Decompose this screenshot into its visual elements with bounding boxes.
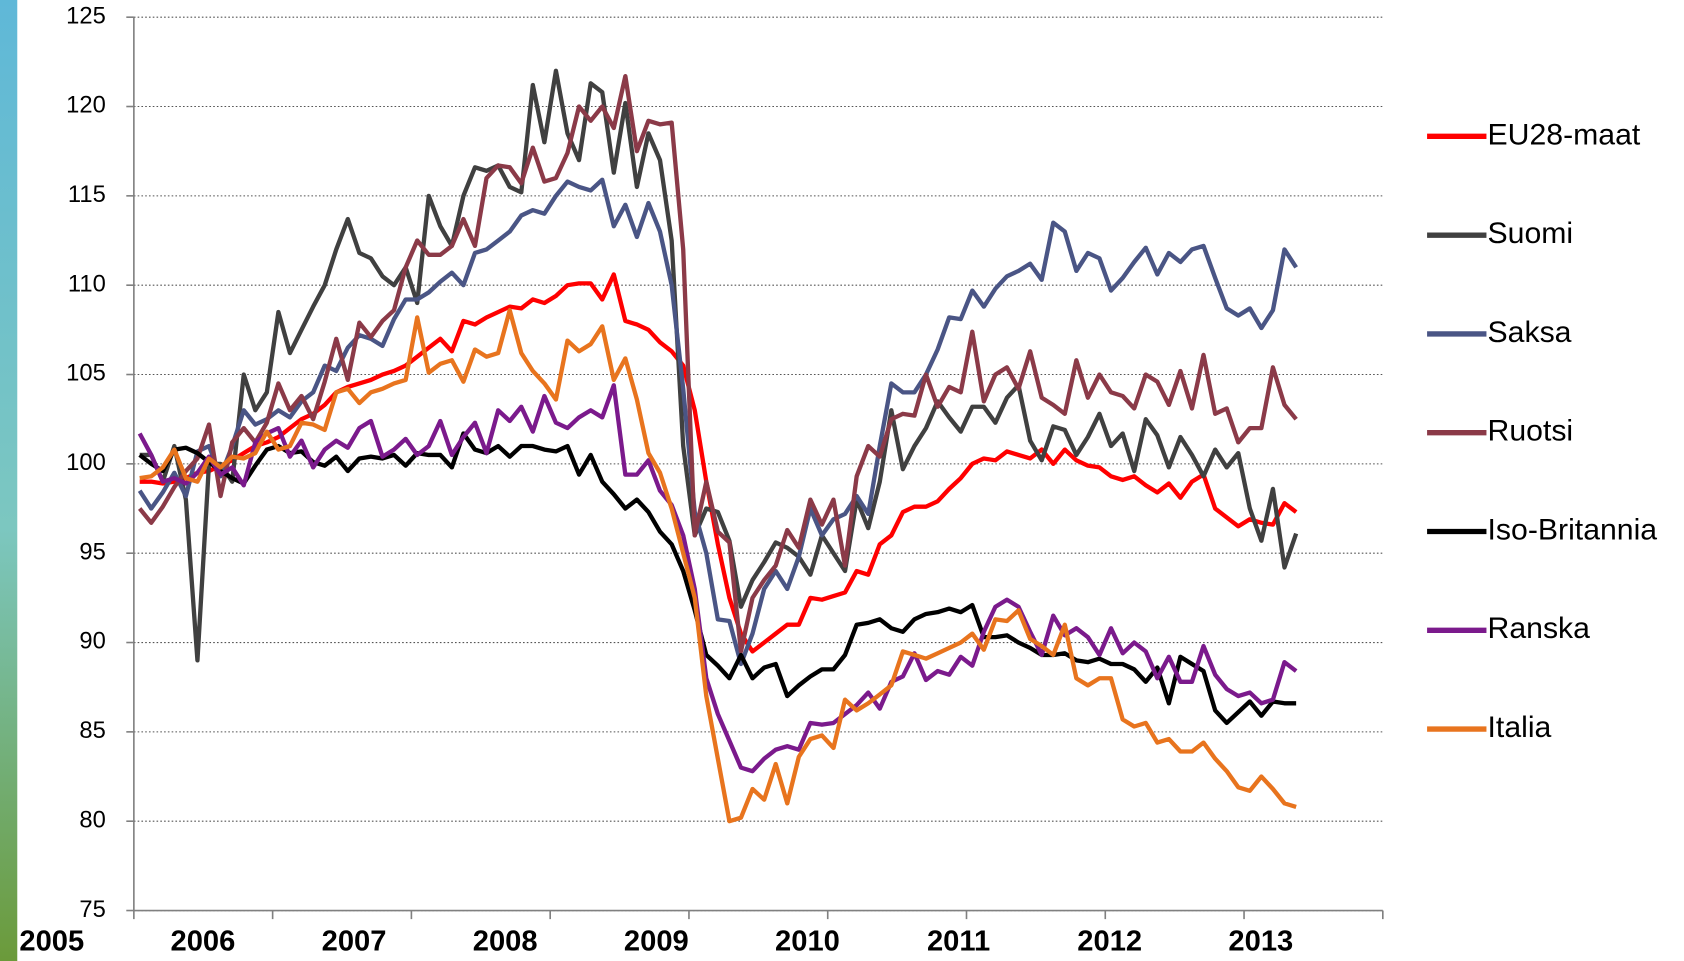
- side-decoration: [0, 0, 17, 961]
- y-tick-label: 120: [66, 93, 106, 119]
- y-tick-label: 80: [79, 807, 105, 833]
- y-tick-label: 85: [79, 718, 105, 744]
- x-tick-label: 2011: [927, 925, 990, 957]
- legend-label: Ranska: [1488, 612, 1591, 645]
- x-tick-label: 2012: [1077, 925, 1142, 957]
- series-line: [140, 310, 1296, 821]
- x-tick-label: 2008: [473, 925, 538, 957]
- legend-label: Italia: [1488, 711, 1552, 744]
- chart: 75 80 85 90 95 100 105 110 115 120 125 2005 2006 2007…: [0, 0, 1684, 961]
- y-tick-label: 100: [66, 450, 106, 476]
- series-line: [140, 180, 1296, 664]
- page: {"chart_data": {"type": "line", "xlim": …: [0, 0, 1684, 961]
- legend-label: Iso-Britannia: [1488, 514, 1658, 547]
- y-tick-label: 95: [79, 539, 105, 565]
- legend-label: EU28-maat: [1488, 118, 1641, 151]
- series-line: [140, 76, 1296, 651]
- x-tick-label: 2013: [1228, 925, 1293, 957]
- y-tick-label: 105: [66, 361, 106, 387]
- legend-label: Suomi: [1488, 217, 1574, 250]
- y-tick-label: 115: [68, 182, 106, 208]
- x-tick-label: 2010: [775, 925, 840, 957]
- y-tick-label: 90: [79, 629, 105, 655]
- x-tick-label: 2009: [624, 925, 689, 957]
- x-tick-label: 2005: [19, 925, 84, 957]
- legend-label: Ruotsi: [1488, 415, 1574, 448]
- series-line: [140, 71, 1296, 661]
- y-tick-label: 110: [68, 271, 106, 297]
- x-tick-label: 2007: [322, 925, 387, 957]
- y-tick-label: 75: [79, 897, 105, 923]
- series-line: [140, 433, 1296, 722]
- legend-label: Saksa: [1488, 316, 1572, 349]
- y-tick-label: 125: [66, 3, 106, 29]
- x-tick-label: 2006: [171, 925, 236, 957]
